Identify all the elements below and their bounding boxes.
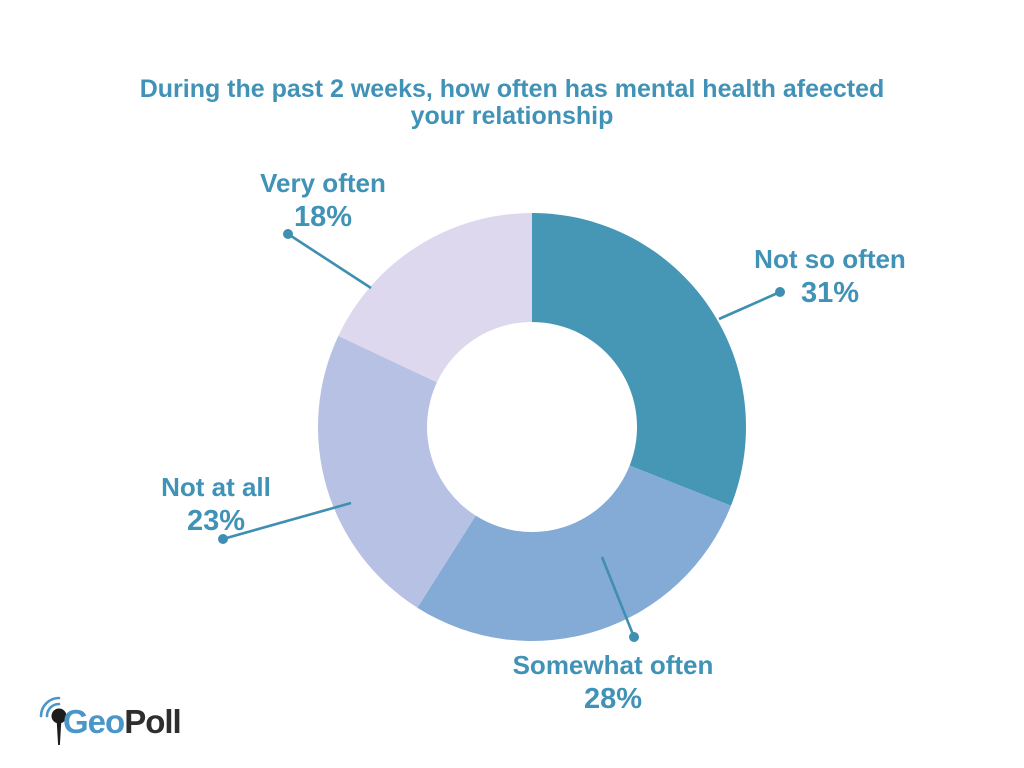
slice-label-not-at-all: Not at all 23% xyxy=(66,471,366,539)
leader-dot-somewhat-often xyxy=(629,632,639,642)
donut-slice-not-at-all xyxy=(317,335,476,608)
leader-dot-very-often xyxy=(283,229,293,239)
slice-label-not-so-often: Not so often 31% xyxy=(680,243,980,311)
leader-line-somewhat-often xyxy=(600,556,636,638)
donut-slice-somewhat-often xyxy=(417,465,731,642)
logo-geo-text: Geo xyxy=(63,703,125,740)
slice-label-text: Somewhat often xyxy=(512,650,714,680)
logo-poll-text: Poll xyxy=(124,703,182,740)
slice-label-somewhat-often: Somewhat often 28% xyxy=(463,649,763,717)
donut-slice-not-so-often xyxy=(532,213,746,506)
geopoll-logo: GeoPoll xyxy=(35,694,255,750)
leader-line-not-at-all xyxy=(222,501,352,541)
slice-label-text: Not so often xyxy=(754,244,906,274)
geopoll-logo-text: GeoPoll xyxy=(63,703,182,740)
leader-line-very-often xyxy=(287,232,372,290)
donut-slice-very-often xyxy=(338,212,532,383)
leader-lines xyxy=(218,229,785,642)
slice-label-percent: 28% xyxy=(583,683,643,715)
leader-line-not-so-often xyxy=(718,290,781,321)
slice-label-percent: 31% xyxy=(800,277,860,309)
slice-label-text: Not at all xyxy=(161,472,271,502)
slice-label-very-often: Very often 18% xyxy=(173,167,473,235)
slice-label-text: Very often xyxy=(260,168,386,198)
donut-slices xyxy=(317,212,746,642)
leader-dot-not-at-all xyxy=(218,534,228,544)
slice-label-percent: 18% xyxy=(293,201,353,233)
chart-title-line2: your relationship xyxy=(410,102,614,130)
leader-dot-not-so-often xyxy=(775,287,785,297)
chart-title-line1: During the past 2 weeks, how often has m… xyxy=(139,75,885,103)
geopoll-pin-icon xyxy=(39,696,67,745)
slice-label-percent: 23% xyxy=(186,505,246,537)
chart-title: During the past 2 weeks, how often has m… xyxy=(0,76,1024,130)
